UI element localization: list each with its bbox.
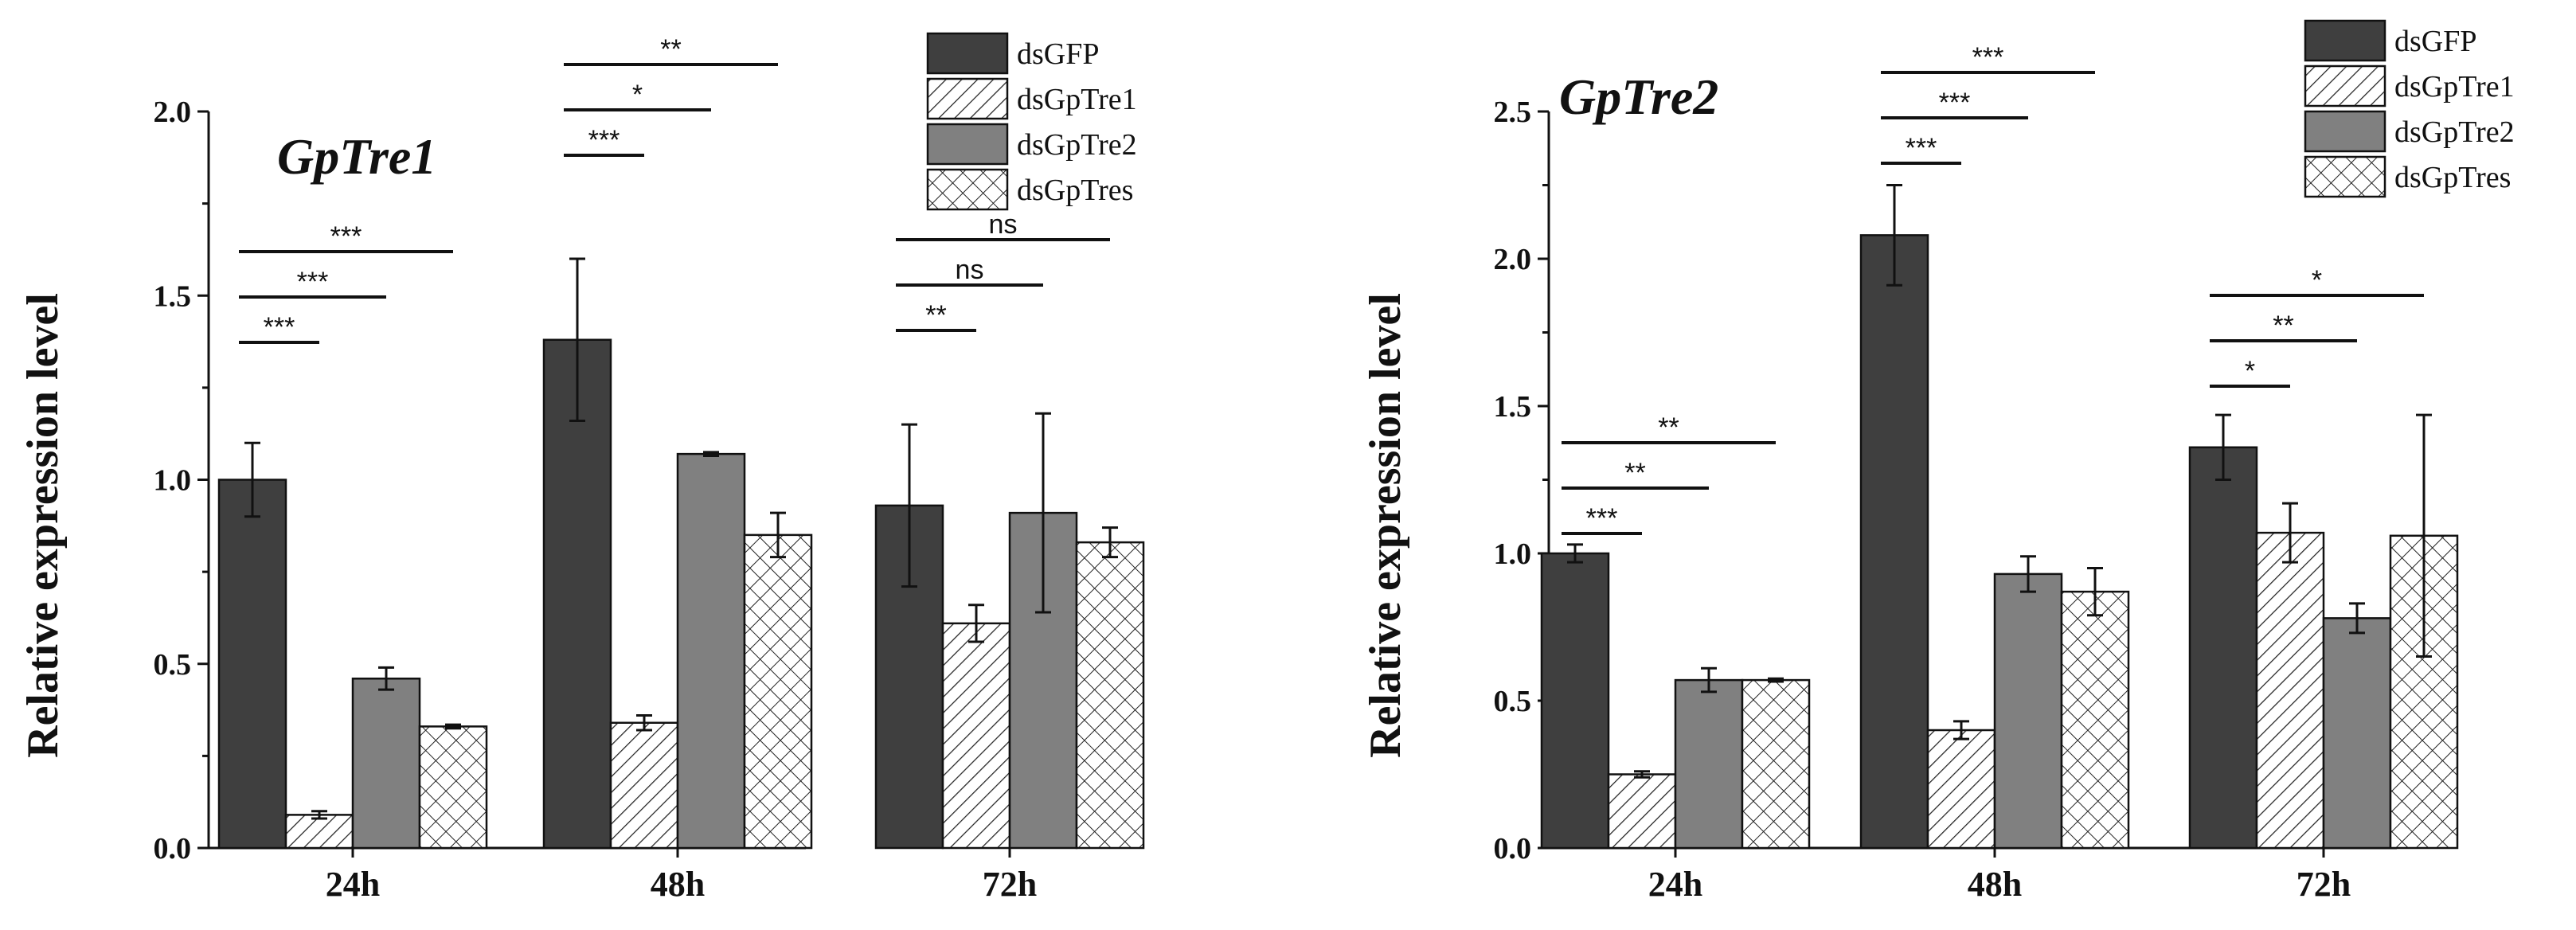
legend-label: dsGpTres [1017,174,1133,207]
significance-label: *** [1939,88,1971,118]
legend-label: dsGpTre1 [2394,70,2515,104]
legend-swatch-dsgptre1 [926,77,1009,120]
y-tick-label: 1.5 [154,279,192,313]
significance-label: ** [2273,311,2293,341]
x-tick-label: 72h [983,865,1037,904]
bar-dsgptre1-48h [609,721,679,850]
legend-swatch-dsgfp [2304,19,2386,62]
bar-dsgptres-72h [1075,541,1145,850]
legend: dsGFP dsGpTre1 dsGpTre2 dsGpTres [2304,19,2515,198]
significance-label: * [632,80,643,110]
significance-label: * [2312,265,2322,295]
chart-panel-gptre2: Relative expression level GpTre2 0.0 0.5 1… [1361,19,2515,904]
bar-dsgptres-48h [743,533,813,850]
y-tick-label: 1.0 [154,464,192,498]
significance-label: ** [925,300,946,330]
chart-title: GpTre2 [1559,68,1718,125]
x-tick-label: 48h [1968,865,2022,904]
significance-label: *** [297,267,329,297]
legend-label: dsGpTre2 [1017,128,1137,162]
significance-label: ** [1624,458,1645,488]
significance-label: ns [989,209,1018,240]
bar-dsgptres-24h [418,725,488,850]
bar-dsgptre2-48h [1993,572,2063,850]
x-tick-label: 24h [1648,865,1702,904]
y-tick-label: 0.0 [1494,832,1532,866]
bar-dsgptres-48h [2060,590,2130,850]
significance-label: ** [1658,412,1679,443]
legend-swatch-dsgfp [926,32,1009,75]
legend-swatch-dsgptre2 [2304,110,2386,153]
chart-title: GpTre1 [277,128,436,185]
x-tick-label: 48h [651,865,705,904]
bar-dsgptre1-72h [941,622,1011,850]
bar-dsgptre2-24h [1674,678,1744,850]
significance-label: *** [1586,503,1618,533]
y-tick-label: 2.0 [1494,243,1532,276]
significance-label: *** [264,312,295,342]
legend-swatch-dsgptres [926,168,1009,211]
legend-label: dsGFP [1017,37,1100,71]
significance-label: *** [588,125,620,155]
legend-swatch-dsgptre1 [2304,64,2386,107]
legend: dsGFP dsGpTre1 dsGpTre2 dsGpTres [926,32,1137,211]
chart-panel-gptre1: Relative expression level GpTre1 0.0 0.5 1… [18,32,1145,904]
bar-dsgfp-72h [2188,446,2258,850]
legend-swatch-dsgptres [2304,155,2386,198]
y-tick-label: 1.5 [1494,390,1532,424]
significance-label: ns [956,255,984,285]
legend-swatch-dsgptre2 [926,123,1009,166]
bar-dsgfp-24h [1540,552,1610,850]
bar-dsgfp-48h [1859,234,1929,850]
bar-dsgfp-48h [542,338,612,850]
significance-label: *** [1972,42,2004,72]
y-axis-label: Relative expression level [18,293,68,758]
y-tick-label: 1.0 [1494,537,1532,571]
bar-dsgptre1-72h [2255,531,2325,850]
significance-label: *** [1906,133,1937,163]
legend-label: dsGFP [2394,25,2477,58]
y-axis-label: Relative expression level [1361,293,1410,758]
bar-dsgptre1-24h [284,814,354,850]
bar-dsgptre1-48h [1926,729,1996,850]
x-tick-label: 24h [326,865,380,904]
bar-dsgptre2-24h [351,678,421,850]
y-tick-label: 0.0 [154,832,192,866]
bar-dsgptres-24h [1741,678,1811,850]
x-tick-label: 72h [2297,865,2351,904]
significance-label: *** [330,221,362,252]
y-tick-label: 2.0 [154,96,192,129]
bar-dsgptre2-72h [2322,617,2392,850]
significance-label: * [2245,356,2255,386]
legend-label: dsGpTres [2394,161,2511,194]
y-tick-label: 0.5 [1494,685,1532,718]
significance-label: ** [660,34,681,64]
bar-dsgptre2-48h [676,452,746,850]
legend-label: dsGpTre2 [2394,115,2515,149]
y-tick-label: 2.5 [1494,96,1532,129]
legend-label: dsGpTre1 [1017,83,1137,116]
y-tick-label: 0.5 [154,648,192,682]
bar-dsgfp-24h [217,479,287,850]
bar-dsgptre1-24h [1607,773,1677,850]
